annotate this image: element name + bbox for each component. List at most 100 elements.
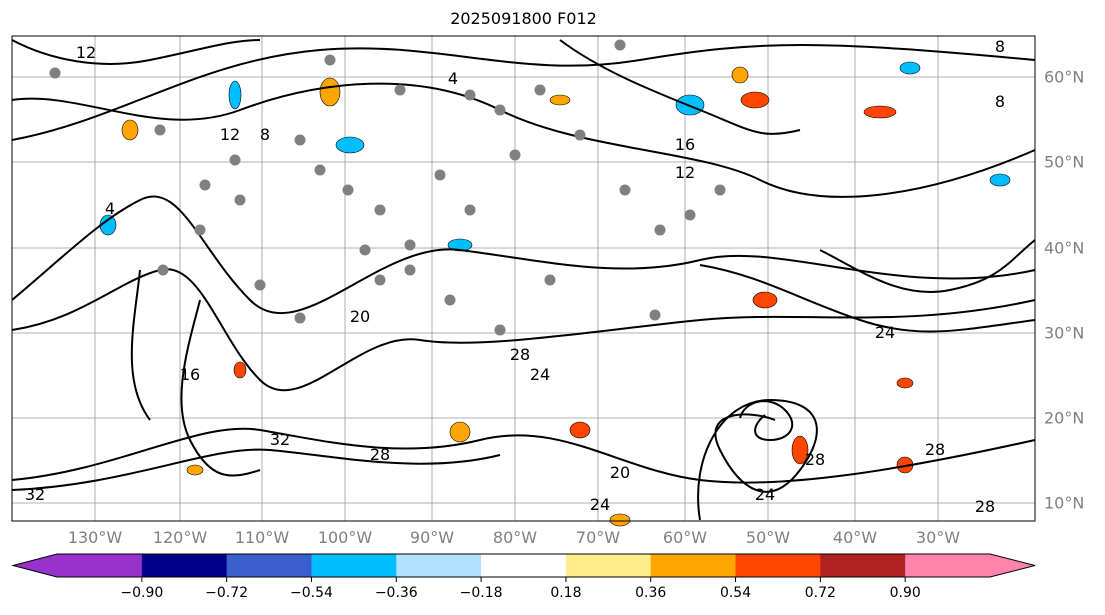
station-marker — [157, 264, 169, 276]
contour-line — [11, 39, 261, 65]
station-marker — [374, 204, 386, 216]
longitude-label: 70°W — [575, 528, 621, 547]
latitude-label: 50°N — [1044, 152, 1085, 172]
station-marker — [324, 54, 336, 66]
contour-line — [180, 299, 261, 477]
station-marker — [619, 184, 631, 196]
station-marker — [574, 129, 586, 141]
shaded-region — [186, 464, 204, 476]
shaded-region — [335, 136, 365, 154]
station-marker — [49, 67, 61, 79]
station-marker — [374, 274, 386, 286]
latitude-label: 20°N — [1044, 408, 1085, 428]
contour-label: 8 — [995, 37, 1005, 56]
station-marker — [684, 209, 696, 221]
longitude-label: 60°W — [662, 528, 708, 547]
longitude-label: 80°W — [492, 528, 538, 547]
shaded-region — [319, 77, 341, 107]
station-marker — [294, 134, 306, 146]
longitude-label: 130°W — [67, 528, 123, 547]
colorbar-segment — [141, 554, 228, 577]
contour-label: 20 — [350, 307, 370, 326]
station-markers — [49, 39, 726, 336]
longitude-label: 100°W — [317, 528, 373, 547]
shaded-region — [449, 421, 471, 443]
station-marker — [294, 312, 306, 324]
contour-line — [11, 44, 1036, 141]
colorbar-segment — [905, 554, 991, 577]
station-marker — [534, 84, 546, 96]
colorbar-tick-label: −0.54 — [290, 585, 333, 601]
station-marker — [464, 204, 476, 216]
shaded-region — [731, 66, 749, 84]
station-marker — [194, 224, 206, 236]
contour-line — [11, 195, 1036, 315]
station-marker — [434, 169, 446, 181]
station-marker — [199, 179, 211, 191]
colorbar-segment — [226, 554, 312, 577]
colorbar-segment — [481, 554, 567, 577]
colorbar-tick-label: 0.90 — [889, 585, 921, 601]
contour-label: 4 — [448, 69, 458, 88]
longitude-label: 50°W — [745, 528, 791, 547]
contour-label: 4 — [105, 199, 115, 218]
shaded-region — [228, 80, 242, 110]
station-marker — [404, 239, 416, 251]
station-marker — [394, 84, 406, 96]
contour-line — [11, 448, 501, 491]
contour-line — [739, 400, 794, 442]
latitude-label: 40°N — [1044, 238, 1085, 258]
contour-label: 12 — [220, 125, 240, 144]
colorbar-tick-label: −0.18 — [459, 585, 503, 601]
station-marker — [464, 89, 476, 101]
station-marker — [234, 194, 246, 206]
station-marker — [254, 279, 266, 291]
contour-label: 12 — [76, 43, 96, 62]
colorbar — [11, 553, 1036, 582]
longitude-label: 40°W — [832, 528, 878, 547]
station-marker — [494, 104, 506, 116]
shaded-region — [609, 513, 631, 527]
station-marker — [654, 224, 666, 236]
contour-line — [559, 39, 801, 135]
contour-label: 8 — [260, 125, 270, 144]
contour-line — [11, 427, 1036, 484]
contour-label: 12 — [675, 163, 695, 182]
station-marker — [444, 294, 456, 306]
contour-label: 28 — [975, 497, 995, 516]
colorbar-extend-max — [990, 554, 1035, 577]
station-marker — [229, 154, 241, 166]
colorbar-segment — [57, 554, 143, 577]
shaded-region — [233, 361, 247, 379]
latitude-label: 30°N — [1044, 323, 1085, 343]
station-marker — [544, 274, 556, 286]
contour-label: 32 — [25, 485, 45, 504]
station-marker — [509, 149, 521, 161]
contour-label: 24 — [755, 485, 775, 504]
contour-label: 16 — [675, 135, 695, 154]
contour-label: 24 — [590, 495, 610, 514]
map-title: 2025091800 F012 — [450, 9, 597, 28]
contour-label: 28 — [510, 345, 530, 364]
contour-label: 24 — [530, 365, 550, 384]
station-marker — [359, 244, 371, 256]
contour-labels: 1284128161284202428322024282416282428322… — [25, 37, 1005, 516]
contour-label: 8 — [995, 92, 1005, 111]
shaded-fields — [99, 61, 1011, 527]
station-marker — [614, 39, 626, 51]
contour-label: 16 — [180, 365, 200, 384]
colorbar-segment — [820, 554, 906, 577]
longitude-label: 30°W — [915, 528, 961, 547]
colorbar-extend-min — [13, 554, 57, 577]
colorbar-tick-label: −0.72 — [205, 585, 249, 601]
colorbar-tick-label: 0.54 — [719, 585, 752, 601]
shaded-region — [569, 421, 591, 439]
contour-label: 32 — [270, 430, 290, 449]
latitude-label: 10°N — [1044, 493, 1085, 513]
colorbar-tick-label: 0.72 — [804, 585, 836, 601]
contour-line — [699, 264, 1036, 333]
colorbar-segment — [650, 554, 737, 577]
colorbar-segment — [735, 554, 821, 577]
longitude-label: 90°W — [409, 528, 455, 547]
